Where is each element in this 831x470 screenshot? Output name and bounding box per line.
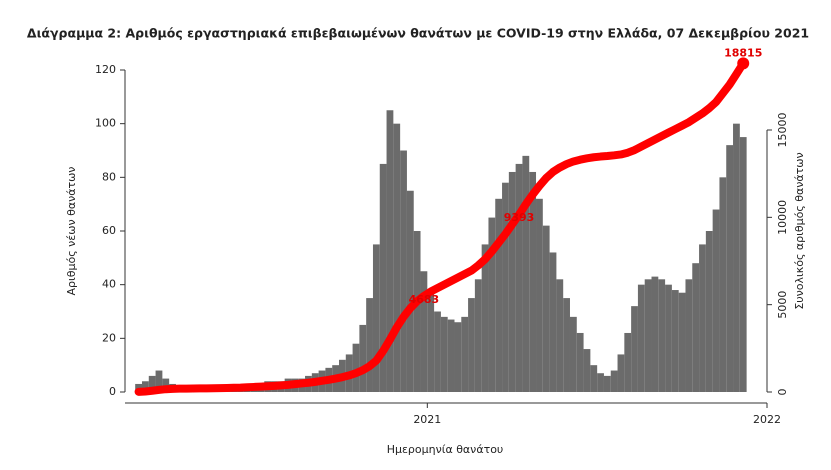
bar: [665, 284, 672, 392]
bar: [726, 145, 734, 392]
bar: [637, 284, 645, 392]
bar: [447, 319, 455, 392]
end-marker: [737, 57, 750, 70]
bar: [495, 198, 503, 392]
bar: [148, 375, 156, 392]
y2-tick-label: 15000: [776, 112, 789, 147]
bar: [603, 375, 611, 392]
y2-tick-label: 10000: [776, 200, 789, 235]
bar: [678, 292, 686, 392]
bar: [685, 279, 693, 392]
y-tick-label: 60: [102, 224, 116, 237]
bar: [502, 182, 509, 392]
y-tick-label: 20: [102, 331, 116, 344]
bar: [569, 316, 577, 392]
bar: [420, 271, 428, 392]
x-tick-label: 2022: [753, 413, 781, 426]
y2-axis-label: Συνολικός αριθμός θανάτων: [793, 152, 806, 309]
x-axis-label: Ημερομηνία θανάτου: [387, 443, 504, 456]
bar: [712, 209, 720, 392]
bar: [644, 279, 652, 392]
bar: [576, 332, 584, 392]
y-tick-label: 40: [102, 278, 116, 291]
x-tick-label: 2021: [413, 413, 441, 426]
bar: [461, 316, 469, 392]
bar: [610, 370, 618, 392]
bar: [379, 163, 387, 392]
y2-tick-label: 5000: [776, 291, 789, 319]
bar: [658, 279, 666, 392]
bar: [556, 279, 564, 392]
bar: [481, 244, 489, 392]
bar: [617, 354, 625, 392]
bar: [474, 279, 482, 392]
y-tick-label: 0: [109, 385, 116, 398]
bar: [454, 322, 462, 392]
bar: [141, 381, 149, 392]
bar: [692, 263, 700, 392]
bar: [440, 316, 448, 392]
bar: [400, 150, 407, 392]
y-tick-label: 120: [95, 63, 116, 76]
bar: [631, 306, 638, 392]
bar: [739, 137, 747, 392]
bar: [590, 365, 598, 392]
bar: [651, 276, 659, 392]
y-axis-label: Αριθμός νέων θανάτων: [65, 167, 78, 296]
bar: [733, 123, 740, 393]
bar: [515, 163, 523, 392]
bar: [352, 343, 360, 392]
bar: [488, 217, 496, 392]
y2-tick-label: 0: [776, 389, 789, 396]
bar: [536, 198, 543, 392]
bar: [393, 123, 401, 393]
bar: [583, 349, 591, 392]
bar: [542, 225, 550, 392]
bar: [406, 190, 414, 392]
bar: [427, 290, 435, 392]
cumulative-line: [134, 59, 748, 396]
y-tick-label: 100: [95, 117, 116, 130]
bar: [468, 298, 475, 392]
bar: [671, 290, 679, 392]
bar: [372, 244, 380, 392]
bar: [366, 298, 373, 392]
bar: [155, 370, 163, 392]
bar: [522, 155, 530, 392]
annotation: 18815: [724, 46, 762, 59]
bar: [699, 244, 706, 392]
bar: [563, 298, 570, 392]
bar: [386, 110, 394, 392]
bar: [529, 171, 537, 392]
bar: [624, 332, 632, 392]
bar: [705, 231, 713, 392]
bar: [413, 231, 421, 392]
annotation: 4683: [409, 293, 440, 306]
chart-title: Διάγραμμα 2: Αριθμός εργαστηριακά επιβεβ…: [27, 26, 809, 41]
bar: [597, 373, 604, 392]
bar: [359, 324, 367, 392]
bar: [434, 311, 441, 392]
bar: [549, 252, 557, 392]
y-tick-label: 80: [102, 170, 116, 183]
bar: [719, 177, 727, 392]
annotation: 9393: [504, 211, 535, 224]
bar: [508, 171, 516, 392]
